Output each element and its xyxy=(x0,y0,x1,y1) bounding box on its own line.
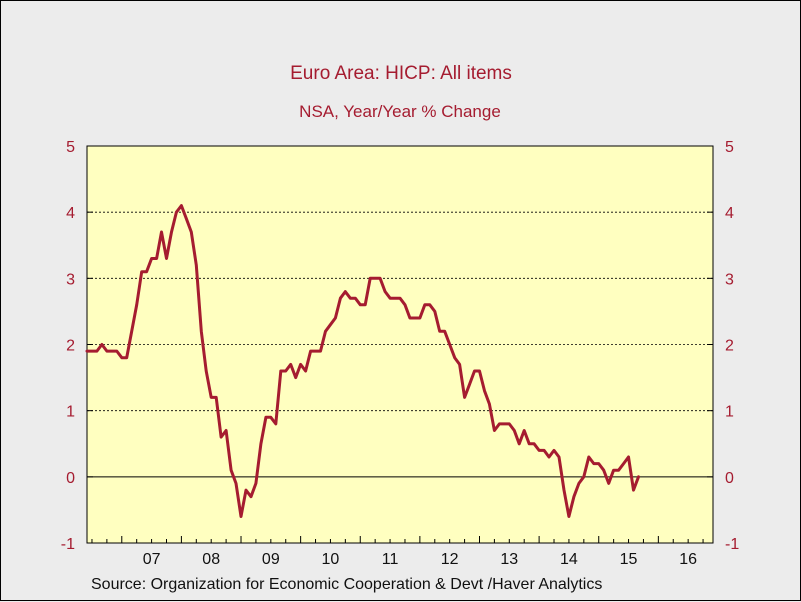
x-tick-label: 16 xyxy=(679,551,697,568)
y-tick-label-right: 5 xyxy=(725,139,734,156)
x-tick-label: 14 xyxy=(560,551,578,568)
y-tick-label-right: 0 xyxy=(725,470,734,487)
y-tick-label-left: 4 xyxy=(66,205,75,222)
y-tick-label-right: 3 xyxy=(725,271,734,288)
y-tick-label-left: 2 xyxy=(66,338,75,355)
x-tick-label: 09 xyxy=(262,551,280,568)
source-note: Source: Organization for Economic Cooper… xyxy=(91,576,602,593)
x-tick-label: 08 xyxy=(202,551,220,568)
y-tick-label-right: 2 xyxy=(725,338,734,355)
x-tick-label: 12 xyxy=(441,551,459,568)
y-tick-label-left: -1 xyxy=(61,536,75,553)
chart-subtitle: NSA, Year/Year % Change xyxy=(299,102,501,121)
y-axis-right: -1 0 1 2 3 4 5 xyxy=(707,139,739,553)
x-tick-label: 13 xyxy=(500,551,518,568)
x-axis: 07 08 09 10 11 12 13 14 15 16 xyxy=(91,536,704,568)
x-tick-label: 11 xyxy=(382,551,399,568)
gridlines xyxy=(87,211,713,478)
y-tick-label-right: -1 xyxy=(725,536,739,553)
x-tick-label: 15 xyxy=(620,551,638,568)
y-axis-left: -1 0 1 2 3 4 5 xyxy=(61,139,93,553)
y-tick-label-left: 0 xyxy=(66,470,75,487)
y-tick-label-left: 1 xyxy=(66,404,75,421)
y-tick-label-right: 1 xyxy=(725,404,734,421)
y-tick-label-right: 4 xyxy=(725,205,734,222)
series-line-0 xyxy=(85,204,640,518)
chart-title: Euro Area: HICP: All items xyxy=(290,63,512,84)
x-tick-label: 07 xyxy=(143,551,161,568)
series-group xyxy=(85,204,640,518)
y-tick-label-left: 3 xyxy=(66,271,75,288)
x-tick-label: 10 xyxy=(322,551,340,568)
y-tick-label-left: 5 xyxy=(66,139,75,156)
